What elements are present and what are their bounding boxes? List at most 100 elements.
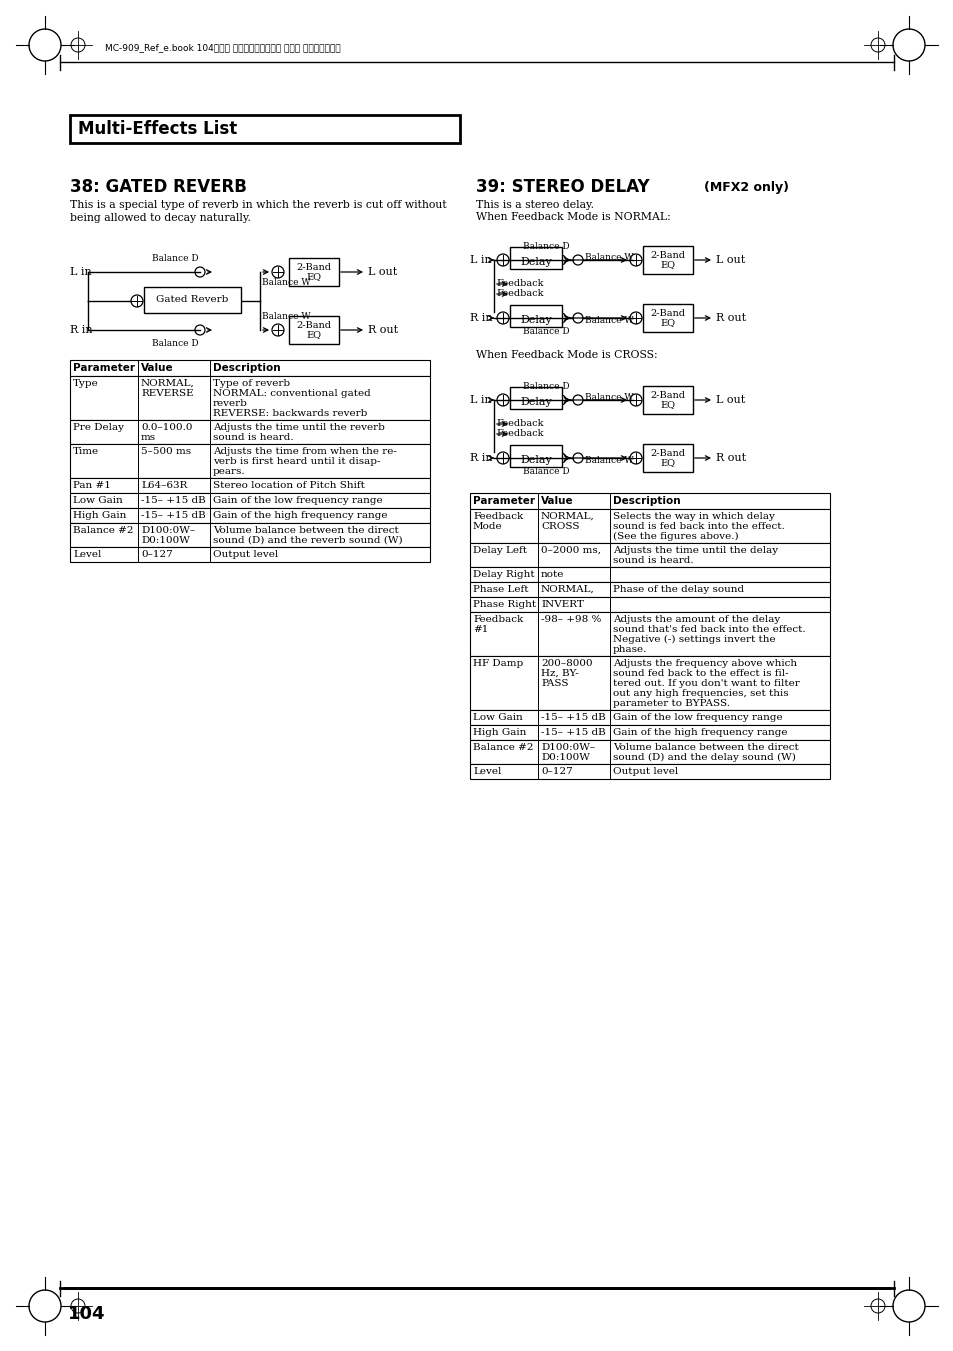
Bar [70, 376, 430, 420]
Text: Adjusts the time from when the re-: Adjusts the time from when the re- [213, 447, 396, 457]
Text: Description: Description [613, 496, 679, 507]
Bar [70, 478, 430, 493]
Text: Pre Delay: Pre Delay [73, 423, 124, 432]
Text: Delay: Delay [519, 315, 551, 326]
Text: Gain of the low frequency range: Gain of the low frequency range [213, 496, 382, 505]
Text: (MFX2 only): (MFX2 only) [703, 181, 788, 195]
Text: Balance #2: Balance #2 [473, 743, 533, 753]
FancyBboxPatch shape [144, 286, 241, 313]
Text: L in: L in [70, 267, 91, 277]
Text: Feedback: Feedback [496, 289, 543, 299]
Text: #1: #1 [473, 626, 488, 634]
Text: Balance D: Balance D [152, 339, 198, 349]
Text: Selects the way in which delay: Selects the way in which delay [613, 512, 774, 521]
Text: When Feedback Mode is CROSS:: When Feedback Mode is CROSS: [476, 350, 657, 359]
Text: Adjusts the frequency above which: Adjusts the frequency above which [613, 659, 797, 667]
Text: HF Damp: HF Damp [473, 659, 522, 667]
Bar [470, 711, 829, 725]
Text: Delay: Delay [519, 397, 551, 407]
Text: verb is first heard until it disap-: verb is first heard until it disap- [213, 457, 380, 466]
Text: Balance W: Balance W [584, 393, 633, 403]
Text: Level: Level [73, 550, 101, 559]
Text: Delay: Delay [519, 455, 551, 465]
Text: This is a special type of reverb in which the reverb is cut off without
being al: This is a special type of reverb in whic… [70, 200, 446, 223]
FancyBboxPatch shape [510, 305, 561, 327]
Bar [70, 359, 430, 376]
Text: EQ: EQ [306, 273, 321, 281]
Text: Balance W: Balance W [262, 312, 311, 322]
Text: L in: L in [470, 394, 491, 405]
Text: sound that's fed back into the effect.: sound that's fed back into the effect. [613, 626, 804, 634]
FancyBboxPatch shape [510, 247, 561, 269]
Text: 2-Band: 2-Band [650, 449, 685, 458]
Bar [470, 612, 829, 657]
Bar [470, 582, 829, 597]
Text: Pan #1: Pan #1 [73, 481, 111, 490]
Text: parameter to BYPASS.: parameter to BYPASS. [613, 698, 729, 708]
Text: Output level: Output level [613, 767, 678, 775]
Text: Phase of the delay sound: Phase of the delay sound [613, 585, 743, 594]
Text: Phase Right: Phase Right [473, 600, 536, 609]
Text: -98– +98 %: -98– +98 % [540, 615, 600, 624]
Bar [470, 597, 829, 612]
Text: sound fed back to the effect is fil-: sound fed back to the effect is fil- [613, 669, 788, 678]
Text: Type: Type [73, 380, 99, 388]
Text: L in: L in [470, 255, 491, 265]
Text: NORMAL,: NORMAL, [540, 585, 594, 594]
Text: 38: GATED REVERB: 38: GATED REVERB [70, 178, 247, 196]
Text: Time: Time [73, 447, 99, 457]
Text: 104: 104 [68, 1305, 106, 1323]
Text: Delay: Delay [519, 257, 551, 267]
FancyBboxPatch shape [642, 444, 692, 471]
FancyBboxPatch shape [510, 386, 561, 409]
Text: R out: R out [716, 313, 745, 323]
Text: Mode: Mode [473, 521, 502, 531]
Text: Parameter: Parameter [473, 496, 535, 507]
Text: D0:100W: D0:100W [540, 753, 589, 762]
FancyBboxPatch shape [510, 444, 561, 467]
Text: Delay Right: Delay Right [473, 570, 534, 580]
Text: Negative (-) settings invert the: Negative (-) settings invert the [613, 635, 775, 644]
Text: NORMAL: conventional gated: NORMAL: conventional gated [213, 389, 371, 399]
Text: Gain of the high frequency range: Gain of the high frequency range [613, 728, 786, 738]
Text: 2-Band: 2-Band [296, 320, 331, 330]
Text: Feedback: Feedback [473, 512, 522, 521]
Text: Balance W: Balance W [584, 457, 633, 465]
Bar [70, 444, 430, 478]
Text: note: note [540, 570, 564, 580]
Text: Low Gain: Low Gain [73, 496, 123, 505]
Text: Adjusts the time until the delay: Adjusts the time until the delay [613, 546, 778, 555]
Text: Phase Left: Phase Left [473, 585, 528, 594]
Text: D100:0W–: D100:0W– [540, 743, 595, 753]
Text: R out: R out [368, 326, 397, 335]
FancyBboxPatch shape [642, 386, 692, 413]
Text: NORMAL,: NORMAL, [540, 512, 594, 521]
FancyBboxPatch shape [642, 246, 692, 274]
Bar [470, 509, 829, 543]
Text: Level: Level [473, 767, 501, 775]
Text: Balance W: Balance W [584, 316, 633, 326]
Text: Hz, BY-: Hz, BY- [540, 669, 578, 678]
Text: Value: Value [141, 363, 173, 373]
Text: Balance D: Balance D [152, 254, 198, 263]
Text: Balance D: Balance D [522, 382, 569, 390]
Text: Feedback: Feedback [473, 615, 522, 624]
Text: Low Gain: Low Gain [473, 713, 522, 721]
Bar [470, 657, 829, 711]
Text: Stereo location of Pitch Shift: Stereo location of Pitch Shift [213, 481, 364, 490]
Text: R in: R in [470, 313, 492, 323]
Text: pears.: pears. [213, 467, 245, 476]
FancyBboxPatch shape [70, 115, 459, 143]
Text: Volume balance between the direct: Volume balance between the direct [213, 526, 398, 535]
Bar [470, 543, 829, 567]
Bar [70, 547, 430, 562]
Text: 200–8000: 200–8000 [540, 659, 592, 667]
Text: L64–63R: L64–63R [141, 481, 187, 490]
Text: When Feedback Mode is NORMAL:: When Feedback Mode is NORMAL: [476, 212, 670, 222]
Text: EQ: EQ [659, 400, 675, 409]
Text: EQ: EQ [306, 331, 321, 339]
Text: Value: Value [540, 496, 573, 507]
Text: Balance D: Balance D [522, 467, 569, 476]
Text: Balance D: Balance D [522, 327, 569, 336]
Text: 2-Band: 2-Band [650, 250, 685, 259]
